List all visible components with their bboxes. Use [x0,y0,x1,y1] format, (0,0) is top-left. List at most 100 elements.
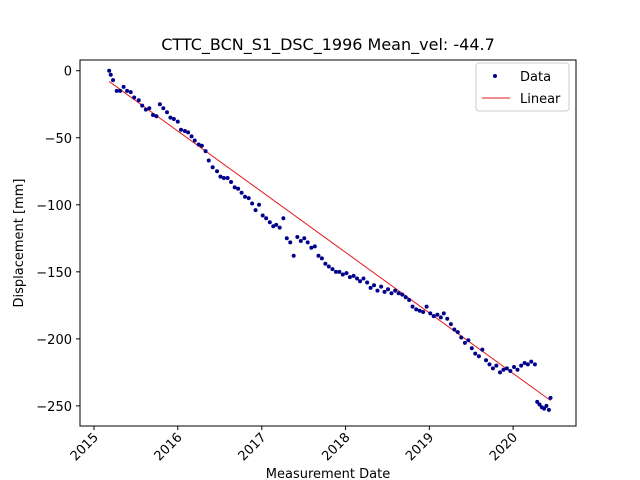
data-point [407,297,412,302]
data-point [379,284,384,289]
data-point [218,174,223,179]
data-point [542,406,547,411]
data-point [284,236,289,241]
data-point [544,403,549,408]
data-point [260,213,265,218]
y-axis-label: Displacement [mm] [12,179,27,308]
data-point [386,287,391,292]
legend-marker-data [493,74,497,78]
data-point [410,304,415,309]
data-point [295,234,300,239]
data-point [236,186,241,191]
data-point [358,279,363,284]
data-point [424,304,429,309]
data-point [508,369,513,374]
x-tick-label: 2020 [487,430,521,464]
x-tick-label: 2018 [319,430,353,464]
data-point [316,253,321,258]
data-point [330,267,335,272]
data-point [365,280,370,285]
data-point [312,244,317,249]
data-point [111,78,116,83]
data-point [498,370,503,375]
x-tick-label: 2017 [236,430,270,464]
data-point [368,285,373,290]
data-point [199,143,204,148]
data-point [344,271,349,276]
data-point [309,245,314,250]
data-point [291,253,296,258]
data-point [494,363,499,368]
x-tick-label: 2015 [68,430,102,464]
data-point [114,88,119,93]
data-point [118,88,123,93]
legend-label: Data [520,70,551,85]
data-point [250,201,255,206]
data-point [107,68,112,73]
data-point [221,175,226,180]
data-point [512,365,517,370]
chart-title: CTTC_BCN_S1_DSC_1996 Mean_vel: -44.7 [161,35,495,55]
data-point [445,316,450,321]
y-tick-label: −200 [36,333,72,348]
series-line-linear [108,81,551,401]
data-point [452,327,457,332]
data-point [326,264,331,269]
data-point [239,190,244,195]
data-point [253,208,258,213]
data-point [515,367,520,372]
data-point [225,175,230,180]
data-point [319,256,324,261]
y-axis: 0 −50 −100 −150 −200 −250 [36,65,80,415]
data-point [161,106,166,111]
data-point [519,363,524,368]
data-point [372,283,377,288]
y-tick-label: 0 [64,65,72,80]
data-point [271,224,276,229]
data-point [462,340,467,345]
data-point [178,127,183,132]
data-point [421,310,426,315]
data-point [382,289,387,294]
data-point [484,358,489,363]
y-tick-label: −250 [36,400,72,415]
data-point [246,196,251,201]
data-point [267,220,272,225]
data-point [274,222,279,227]
data-point [490,366,495,371]
data-point [323,261,328,266]
data-point [229,180,234,184]
x-axis: 2015 2016 2017 2018 2019 2020 [68,426,521,464]
x-tick-label: 2016 [152,430,186,464]
data-point [522,360,527,365]
legend-box [475,62,570,112]
data-point [438,315,443,320]
data-point [196,142,201,147]
data-point [128,90,133,95]
data-point [171,116,176,121]
data-point [189,134,194,139]
data-point [546,407,551,412]
data-point [393,288,398,293]
data-point [243,194,248,199]
data-point [150,112,155,117]
data-point [537,402,542,407]
legend: Data Linear [475,62,570,112]
data-point [414,307,419,312]
data-point [417,308,422,313]
data-point [277,225,282,230]
data-point [375,288,380,293]
data-point [136,98,141,103]
data-point [333,269,338,274]
data-point [504,366,509,371]
data-point [157,102,162,107]
data-point [396,291,401,296]
y-tick-label: −50 [45,132,72,147]
y-tick-label: −150 [36,266,72,281]
y-tick-label: −100 [36,199,72,214]
data-point [441,311,446,316]
data-point [476,354,481,359]
data-point [435,312,440,317]
data-point [168,115,173,120]
